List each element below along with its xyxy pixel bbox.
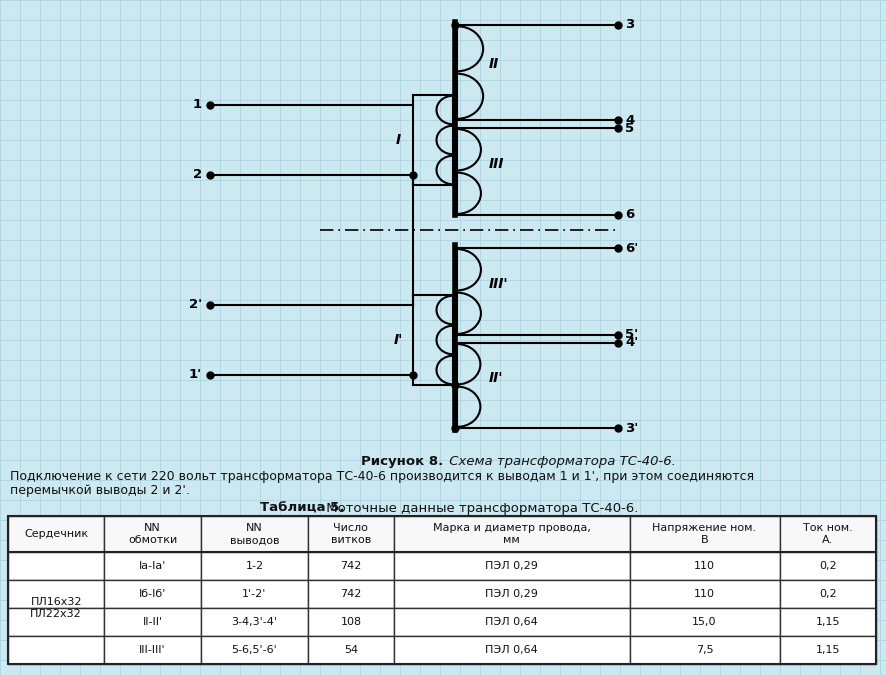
Text: Марка и диаметр провода,
мм: Марка и диаметр провода, мм — [432, 523, 591, 545]
Text: Сердечник: Сердечник — [24, 529, 89, 539]
Text: 7,5: 7,5 — [696, 645, 713, 655]
Text: 4: 4 — [625, 113, 634, 126]
Bar — [780, 516, 876, 552]
Text: I': I' — [393, 333, 403, 347]
Text: Число
витков: Число витков — [330, 523, 371, 545]
Text: 108: 108 — [340, 617, 361, 627]
Text: 1: 1 — [193, 99, 202, 111]
Bar — [8, 580, 105, 608]
Bar — [780, 636, 876, 664]
Text: I: I — [395, 133, 400, 147]
Text: III-III': III-III' — [139, 645, 166, 655]
Bar — [308, 516, 393, 552]
Bar — [308, 636, 393, 664]
Bar — [105, 516, 201, 552]
Bar — [780, 552, 876, 580]
Text: Таблица 5.: Таблица 5. — [260, 502, 345, 515]
Bar — [105, 580, 201, 608]
Bar — [393, 608, 630, 636]
Bar — [8, 636, 105, 664]
Bar — [308, 580, 393, 608]
Bar — [308, 608, 393, 636]
Bar — [201, 552, 308, 580]
Bar — [8, 516, 876, 664]
Text: 742: 742 — [340, 589, 361, 599]
Text: II: II — [489, 57, 499, 72]
Text: ПЭЛ 0,64: ПЭЛ 0,64 — [486, 645, 538, 655]
Bar — [201, 608, 308, 636]
Text: II-II': II-II' — [143, 617, 163, 627]
Bar — [8, 552, 105, 580]
Text: 5': 5' — [625, 329, 638, 342]
Text: ПЭЛ 0,29: ПЭЛ 0,29 — [486, 589, 538, 599]
Text: ПЭЛ 0,64: ПЭЛ 0,64 — [486, 617, 538, 627]
Bar — [201, 636, 308, 664]
Text: 6': 6' — [625, 242, 638, 254]
Text: III': III' — [489, 277, 509, 290]
Text: 5: 5 — [625, 122, 634, 134]
Text: 110: 110 — [694, 561, 715, 571]
Bar — [393, 580, 630, 608]
Bar — [630, 516, 780, 552]
Text: Моточные данные трансформатора ТС-40-6.: Моточные данные трансформатора ТС-40-6. — [322, 502, 639, 515]
Text: 1,15: 1,15 — [815, 645, 840, 655]
Bar — [630, 608, 780, 636]
Text: ПЛ16х32
ПЛ22х32: ПЛ16х32 ПЛ22х32 — [30, 597, 82, 619]
Text: Подключение к сети 220 вольт трансформатора ТС-40-6 производится к выводам 1 и 1: Подключение к сети 220 вольт трансформат… — [10, 470, 754, 483]
Text: Напряжение ном.
В: Напряжение ном. В — [652, 523, 757, 545]
Text: 3-4,3'-4': 3-4,3'-4' — [231, 617, 277, 627]
Text: 2: 2 — [193, 169, 202, 182]
Text: Схема трансформатора ТС-40-6.: Схема трансформатора ТС-40-6. — [445, 455, 676, 468]
Bar — [105, 608, 201, 636]
Bar — [393, 636, 630, 664]
Bar — [630, 580, 780, 608]
Text: vprl.ru: vprl.ru — [834, 652, 875, 665]
Text: III: III — [489, 157, 504, 171]
Text: 1'-2': 1'-2' — [242, 589, 267, 599]
Text: 1': 1' — [189, 369, 202, 381]
Text: Ia-Ia': Ia-Ia' — [139, 561, 167, 571]
Bar — [8, 516, 105, 552]
Bar — [105, 636, 201, 664]
Text: перемычкой выводы 2 и 2'.: перемычкой выводы 2 и 2'. — [10, 484, 190, 497]
Text: 3: 3 — [625, 18, 634, 32]
Text: 0,2: 0,2 — [819, 589, 836, 599]
Text: 6: 6 — [625, 209, 634, 221]
Text: Iб-Iб': Iб-Iб' — [139, 589, 167, 599]
Text: 0,2: 0,2 — [819, 561, 836, 571]
Bar — [105, 552, 201, 580]
Text: 1,15: 1,15 — [815, 617, 840, 627]
Bar — [308, 552, 393, 580]
Text: Рисунок 8.: Рисунок 8. — [361, 455, 443, 468]
Bar — [630, 552, 780, 580]
Text: 4': 4' — [625, 337, 638, 350]
Text: 3': 3' — [625, 421, 638, 435]
Text: ПЭЛ 0,29: ПЭЛ 0,29 — [486, 561, 538, 571]
Text: 5-6,5'-6': 5-6,5'-6' — [231, 645, 277, 655]
Bar — [201, 580, 308, 608]
Text: 742: 742 — [340, 561, 361, 571]
Bar — [630, 636, 780, 664]
Text: 1-2: 1-2 — [245, 561, 263, 571]
Text: 15,0: 15,0 — [692, 617, 717, 627]
Bar — [780, 608, 876, 636]
Bar — [393, 516, 630, 552]
Text: NN
обмотки: NN обмотки — [128, 523, 177, 545]
Bar — [8, 608, 105, 636]
Text: 110: 110 — [694, 589, 715, 599]
Bar — [201, 516, 308, 552]
Text: Ток ном.
А.: Ток ном. А. — [803, 523, 852, 545]
Bar — [780, 580, 876, 608]
Text: NN
выводов: NN выводов — [229, 523, 279, 545]
Text: II': II' — [489, 371, 503, 385]
Bar — [393, 552, 630, 580]
Text: 2': 2' — [189, 298, 202, 311]
Text: 54: 54 — [344, 645, 358, 655]
